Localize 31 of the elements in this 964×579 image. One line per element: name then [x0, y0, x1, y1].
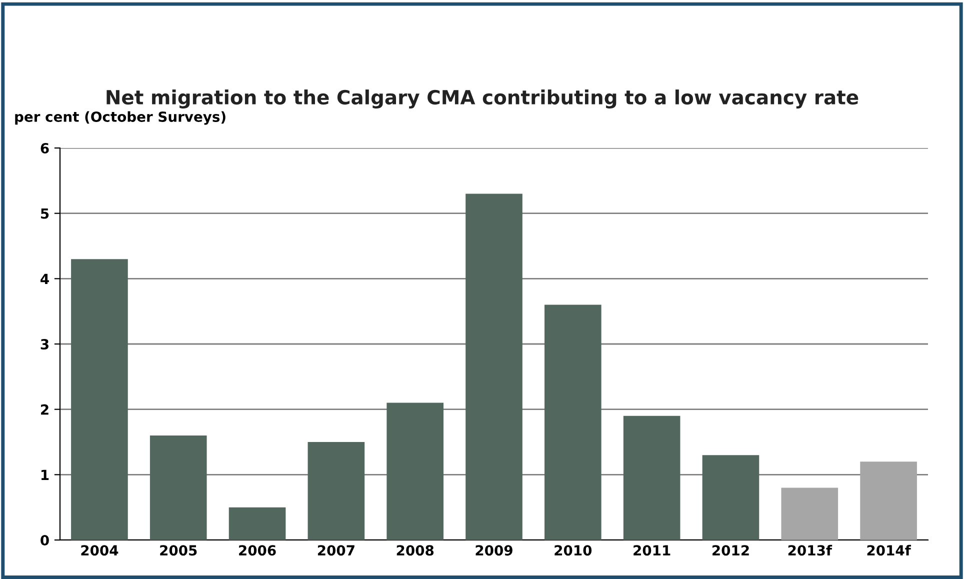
- y-tick-label: 1: [41, 470, 49, 480]
- y-tick-label: 6: [40, 142, 49, 154]
- bar: [860, 462, 917, 540]
- y-axis-title: per cent (October Surveys): [15, 111, 226, 125]
- x-tick-label: 2012: [712, 545, 749, 556]
- y-tick-label: 3: [40, 338, 48, 350]
- bar: [150, 435, 207, 540]
- x-tick-label: 2014f: [867, 544, 912, 556]
- bar: [386, 402, 444, 540]
- bar: [228, 507, 286, 540]
- y-tick-label: 2: [41, 404, 48, 415]
- y-tick-label: 0: [40, 534, 49, 546]
- bar: [71, 259, 128, 540]
- chart-title: Net migration to the Calgary CMA contributing to a low vacancy rate: [106, 90, 858, 108]
- x-tick-label: 2011: [634, 545, 670, 556]
- bar: [702, 455, 760, 540]
- x-tick-label: 2009: [476, 545, 512, 556]
- x-tick-label: 2013f: [788, 544, 832, 556]
- x-tick-label: 2005: [160, 545, 197, 556]
- x-tick-label: 2006: [239, 545, 276, 556]
- x-tick-label: 2010: [554, 545, 592, 556]
- bar: [781, 488, 838, 540]
- y-tick-label: 4: [40, 274, 49, 284]
- bar: [308, 442, 365, 540]
- x-tick-label: 2004: [81, 545, 118, 556]
- bar: [544, 304, 602, 540]
- bar: [623, 416, 680, 540]
- x-tick-label: 2007: [318, 545, 354, 556]
- bar: [466, 194, 522, 540]
- x-tick-label: 2008: [396, 545, 434, 556]
- y-tick-label: 5: [40, 208, 49, 219]
